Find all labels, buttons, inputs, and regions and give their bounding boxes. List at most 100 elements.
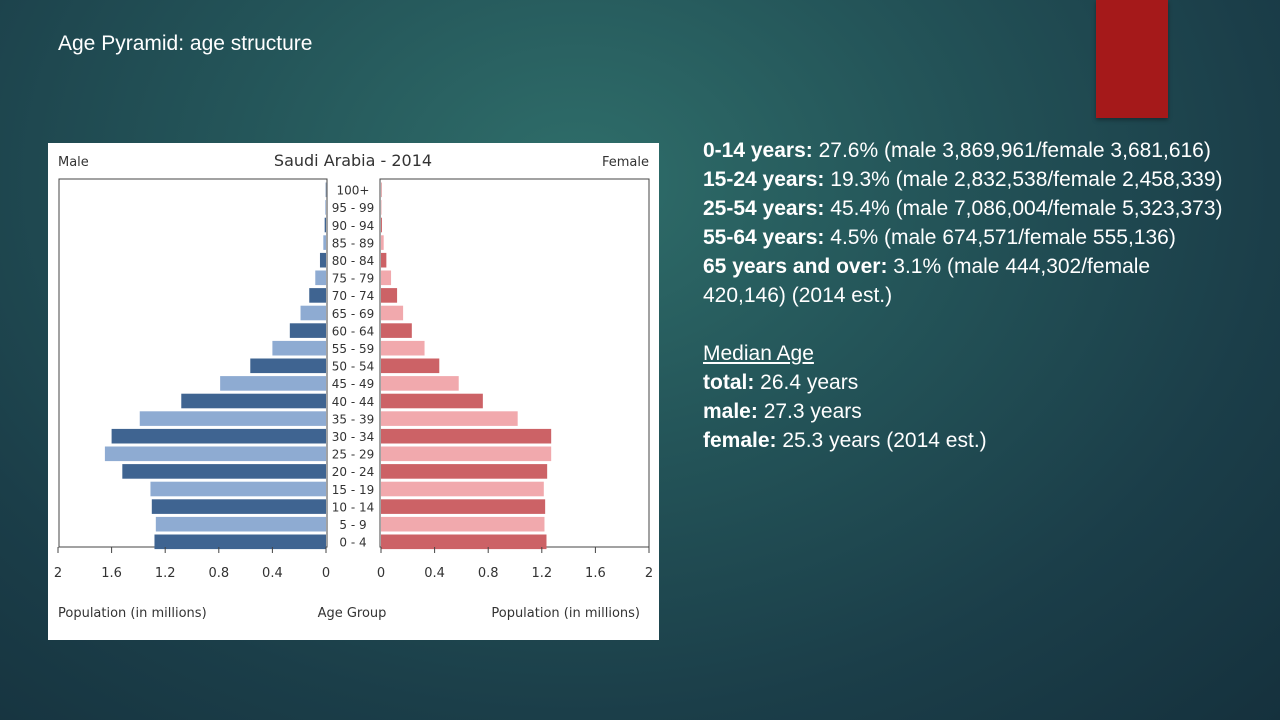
age-group-label: 70 - 74 — [332, 289, 375, 303]
male-bar — [323, 235, 326, 250]
median-text: 25.3 years (2014 est.) — [776, 429, 987, 452]
x-axis-label-right: Population (in millions) — [491, 606, 640, 621]
median-text: 26.4 years — [754, 371, 859, 394]
age-group-label: 10 - 14 — [332, 500, 375, 514]
age-structure-info: 0-14 years: 27.6% (male 3,869,961/female… — [703, 136, 1233, 455]
median-male: male: 27.3 years — [703, 397, 1233, 426]
male-bar — [250, 358, 326, 374]
female-bar — [381, 182, 382, 198]
age-group-label: 95 - 99 — [332, 201, 375, 215]
population-pyramid-chart: Saudi Arabia - 2014 Male Female 100+ 95 -… — [48, 143, 659, 640]
stat-line-65-over: 65 years and over: 3.1% (male 444,302/fe… — [703, 252, 1233, 310]
tick-label-male: 1.2 — [155, 566, 176, 581]
stat-label: 15-24 years: — [703, 168, 825, 191]
slide-title: Age Pyramid: age structure — [58, 32, 313, 55]
median-female: female: 25.3 years (2014 est.) — [703, 426, 1233, 455]
male-bar — [315, 270, 326, 286]
female-bar — [381, 358, 440, 374]
tick-label-male: 1.6 — [101, 566, 122, 581]
female-bar — [381, 411, 518, 426]
stat-label: 25-54 years: — [703, 197, 825, 220]
median-text: 27.3 years — [757, 400, 862, 423]
male-bar — [150, 481, 326, 497]
female-bar — [381, 499, 546, 514]
male-label: Male — [58, 155, 89, 170]
age-group-label: 5 - 9 — [339, 518, 366, 532]
accent-tab — [1096, 0, 1168, 118]
spacer — [703, 310, 1233, 339]
age-group-label: 80 - 84 — [332, 254, 375, 268]
median-label: total: — [703, 371, 755, 394]
female-bar — [381, 217, 382, 233]
male-bar — [309, 288, 326, 303]
male-bar — [122, 464, 326, 479]
tick-label-female: 0.8 — [478, 566, 499, 581]
female-bar — [381, 464, 548, 479]
age-group-label: 25 - 29 — [332, 448, 375, 462]
tick-label-female: 2 — [645, 566, 653, 581]
female-bar — [381, 323, 412, 338]
age-group-label: 30 - 34 — [332, 430, 375, 444]
male-bar — [154, 534, 326, 550]
median-heading-text: Median Age — [703, 342, 814, 365]
chart-background — [48, 143, 659, 640]
male-bar — [104, 446, 327, 462]
pyramid-svg: Saudi Arabia - 2014 Male Female 100+ 95 -… — [48, 143, 659, 640]
stat-text: 45.4% (male 7,086,004/female 5,323,373) — [824, 197, 1223, 220]
age-group-label: 55 - 59 — [332, 342, 375, 356]
tick-label-female: 0.4 — [424, 566, 445, 581]
female-bar — [381, 288, 398, 303]
male-bar — [324, 217, 326, 233]
male-bar — [111, 428, 326, 444]
female-bar — [381, 340, 425, 356]
age-group-label: 85 - 89 — [332, 236, 375, 250]
female-bar — [381, 534, 547, 550]
stat-text: 3.1% (male 444,302/female 420,146) (2014… — [703, 255, 1151, 307]
age-group-label: 65 - 69 — [332, 307, 375, 321]
stat-label: 65 years and over: — [703, 255, 888, 278]
stat-line-15-24: 15-24 years: 19.3% (male 2,832,538/femal… — [703, 165, 1233, 194]
median-label: male: — [703, 400, 758, 423]
age-group-label: 35 - 39 — [332, 412, 375, 426]
stat-text: 19.3% (male 2,832,538/female 2,458,339) — [824, 168, 1223, 191]
female-bar — [381, 428, 552, 444]
male-bar — [325, 200, 326, 215]
age-group-label: 20 - 24 — [332, 465, 375, 479]
female-bar — [381, 270, 392, 286]
age-group-label: 45 - 49 — [332, 377, 375, 391]
male-bar — [155, 516, 326, 532]
male-bar — [139, 411, 326, 426]
tick-label-female: 1.2 — [531, 566, 552, 581]
tick-label-female: 1.6 — [585, 566, 606, 581]
female-bar — [381, 305, 404, 321]
stat-line-55-64: 55-64 years: 4.5% (male 674,571/female 5… — [703, 223, 1233, 252]
male-bar — [300, 305, 326, 321]
male-bar — [319, 252, 326, 268]
tick-label-male: 0 — [322, 566, 330, 581]
x-axis-label-left: Population (in millions) — [58, 606, 207, 621]
female-bar — [381, 481, 544, 497]
female-bar — [381, 376, 459, 391]
chart-title: Saudi Arabia - 2014 — [274, 151, 432, 170]
age-group-label: 60 - 64 — [332, 324, 375, 338]
x-axis-label-center: Age Group — [318, 606, 387, 621]
stat-label: 55-64 years: — [703, 226, 825, 249]
female-bar — [381, 235, 384, 250]
male-bar — [272, 340, 326, 356]
female-bar — [381, 516, 545, 532]
male-bar — [151, 499, 326, 514]
stat-text: 4.5% (male 674,571/female 555,136) — [824, 226, 1176, 249]
age-group-label: 15 - 19 — [332, 483, 375, 497]
female-bar — [381, 252, 387, 268]
median-total: total: 26.4 years — [703, 368, 1233, 397]
male-bar — [289, 323, 326, 338]
age-group-label: 0 - 4 — [339, 536, 366, 550]
stat-line-0-14: 0-14 years: 27.6% (male 3,869,961/female… — [703, 136, 1233, 165]
male-bar — [325, 182, 327, 198]
female-bar — [381, 446, 552, 462]
tick-label-male: 2 — [54, 566, 62, 581]
male-bar — [181, 393, 326, 409]
stat-text: 27.6% (male 3,869,961/female 3,681,616) — [812, 139, 1211, 162]
tick-label-female: 0 — [377, 566, 385, 581]
age-group-label: 40 - 44 — [332, 395, 375, 409]
